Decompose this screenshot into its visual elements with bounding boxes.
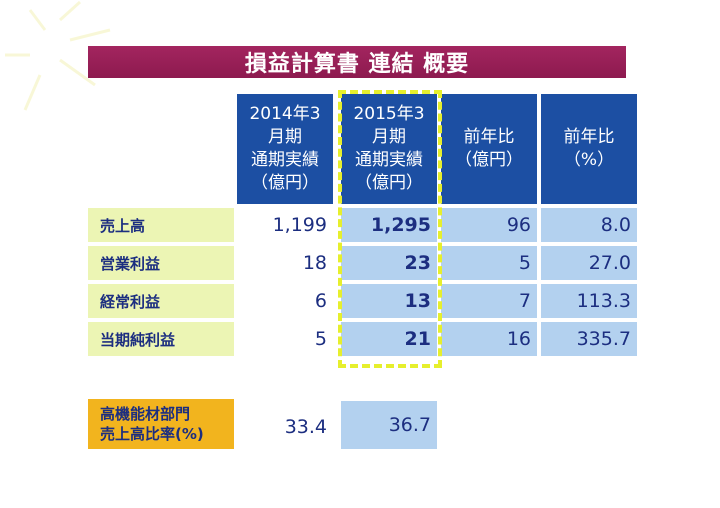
header-fy2014: 2014年3 月期 通期実績 （億円） (237, 94, 333, 204)
cell-yoy-oku-sales: 96 (441, 208, 537, 242)
cell-yoy-oku-ordinary-profit: 7 (441, 284, 537, 318)
cell-yoy-oku-net-profit: 16 (441, 322, 537, 356)
row-label-operating-profit: 営業利益 (88, 246, 234, 280)
row-label-sales: 売上高 (88, 208, 234, 242)
sunburst-decoration (5, 0, 111, 111)
cell-fy2015-operating-profit: 23 (341, 246, 437, 280)
cell-yoy-pct-operating-profit: 27.0 (541, 246, 637, 280)
ratio-label-line2: 売上高比率(%) (100, 425, 204, 443)
cell-fy2014-ordinary-profit: 6 (314, 290, 327, 312)
header-yoy-pct: 前年比 （%） (541, 94, 637, 204)
header-yoy-oku: 前年比 （億円） (441, 94, 537, 204)
cell-fy2015-sales: 1,295 (341, 208, 437, 242)
cell-yoy-pct-net-profit: 335.7 (541, 322, 637, 356)
cell-yoy-oku-operating-profit: 5 (441, 246, 537, 280)
cell-fy2014-operating-profit: 18 (302, 252, 327, 274)
row-label-net-profit: 当期純利益 (88, 322, 234, 356)
ratio-label: 高機能材部門 売上高比率(%) (88, 399, 234, 449)
cell-fy2014-net-profit: 5 (314, 328, 327, 350)
ratio-label-line1: 高機能材部門 (100, 405, 191, 423)
ratio-fy2014: 33.4 (284, 416, 327, 438)
page-title: 損益計算書 連結 概要 (88, 46, 626, 78)
cell-fy2015-ordinary-profit: 13 (341, 284, 437, 318)
cell-yoy-pct-sales: 8.0 (541, 208, 637, 242)
row-label-ordinary-profit: 経常利益 (88, 284, 234, 318)
cell-yoy-pct-ordinary-profit: 113.3 (541, 284, 637, 318)
ratio-fy2015: 36.7 (341, 401, 437, 449)
cell-fy2014-sales: 1,199 (272, 214, 327, 236)
cell-fy2015-net-profit: 21 (341, 322, 437, 356)
header-fy2015: 2015年3 月期 通期実績 （億円） (341, 94, 437, 204)
